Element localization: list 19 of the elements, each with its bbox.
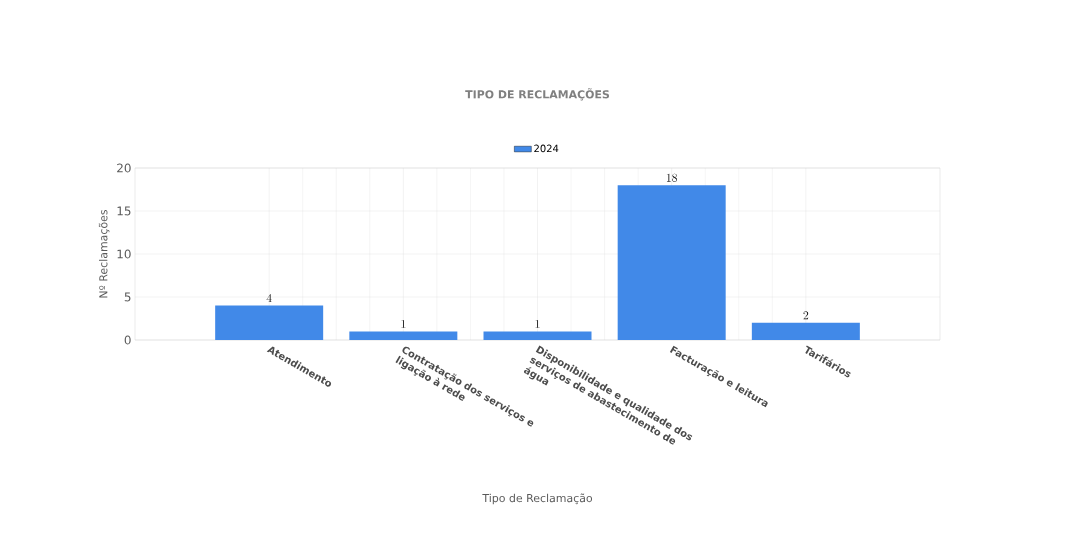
bar	[215, 305, 324, 340]
y-tick-label: 15	[117, 206, 131, 216]
y-tick-label: 0	[124, 335, 131, 345]
data-label: 1	[535, 319, 540, 328]
bar	[617, 185, 726, 340]
x-axis-title: Tipo de Reclamação	[482, 493, 593, 505]
bar	[751, 322, 860, 340]
data-label: 2	[803, 311, 809, 320]
legend-label: 2024	[534, 144, 559, 153]
y-tick-label: 10	[117, 249, 131, 259]
bar	[483, 331, 592, 340]
bar	[349, 331, 458, 340]
y-axis-title: Nº Reclamações	[98, 210, 110, 298]
y-tick-label: 20	[117, 163, 131, 173]
data-label: 1	[401, 319, 406, 328]
data-label: 4	[266, 294, 272, 303]
chart-title: TIPO DE RECLAMAÇÕES	[465, 88, 610, 101]
y-tick-label: 5	[124, 292, 131, 302]
data-label: 18	[666, 173, 678, 182]
